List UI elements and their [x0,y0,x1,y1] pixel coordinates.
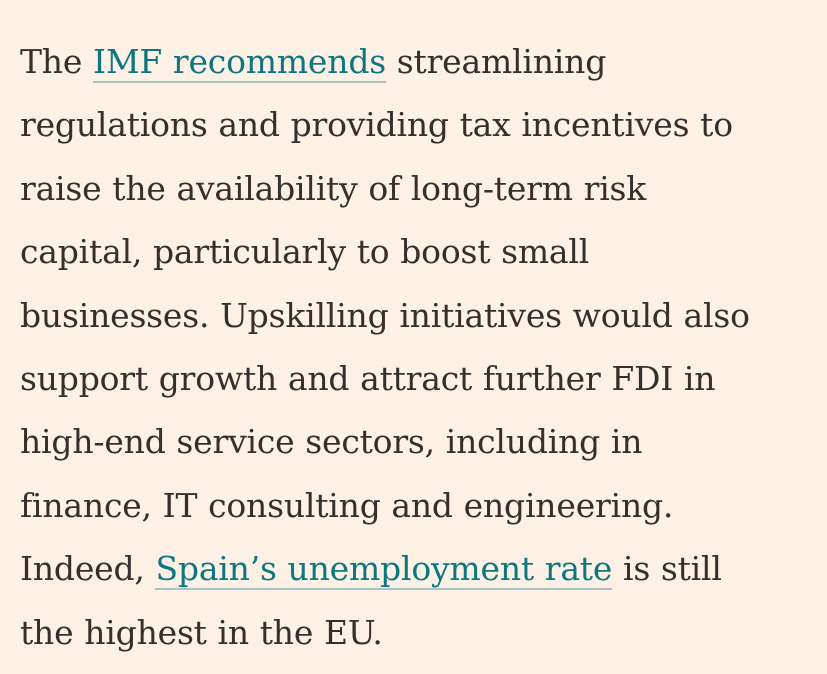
paragraph-line: Indeed, Spain’s unemployment rate is sti… [20,537,820,600]
line-text: is still [612,549,722,589]
paragraph-line: high-end service sectors, including in [20,422,643,462]
paragraph-line: capital, particularly to boost small [20,232,590,272]
paragraph-line: businesses. Upskilling initiatives would… [20,295,750,335]
paragraph-line: finance, IT consulting and engineering. [20,485,674,525]
article-paragraph: The IMF recommends streamlining regulati… [20,30,820,664]
line-text: The [20,42,93,81]
line-text: streamlining [385,42,607,81]
paragraph-line: regulations and providing tax incentives… [20,105,733,145]
paragraph-line: the highest in the EU. [20,612,383,652]
paragraph-line: support growth and attract further FDI i… [20,359,716,399]
imf-recommends-link[interactable]: IMF recommends [92,42,386,83]
paragraph-line: raise the availability of long-term risk [20,168,647,208]
spain-unemployment-rate-link[interactable]: Spain’s unemployment rate [155,549,613,591]
line-text: Indeed, [20,549,156,589]
paragraph-line: The IMF recommends streamlining [20,30,820,93]
